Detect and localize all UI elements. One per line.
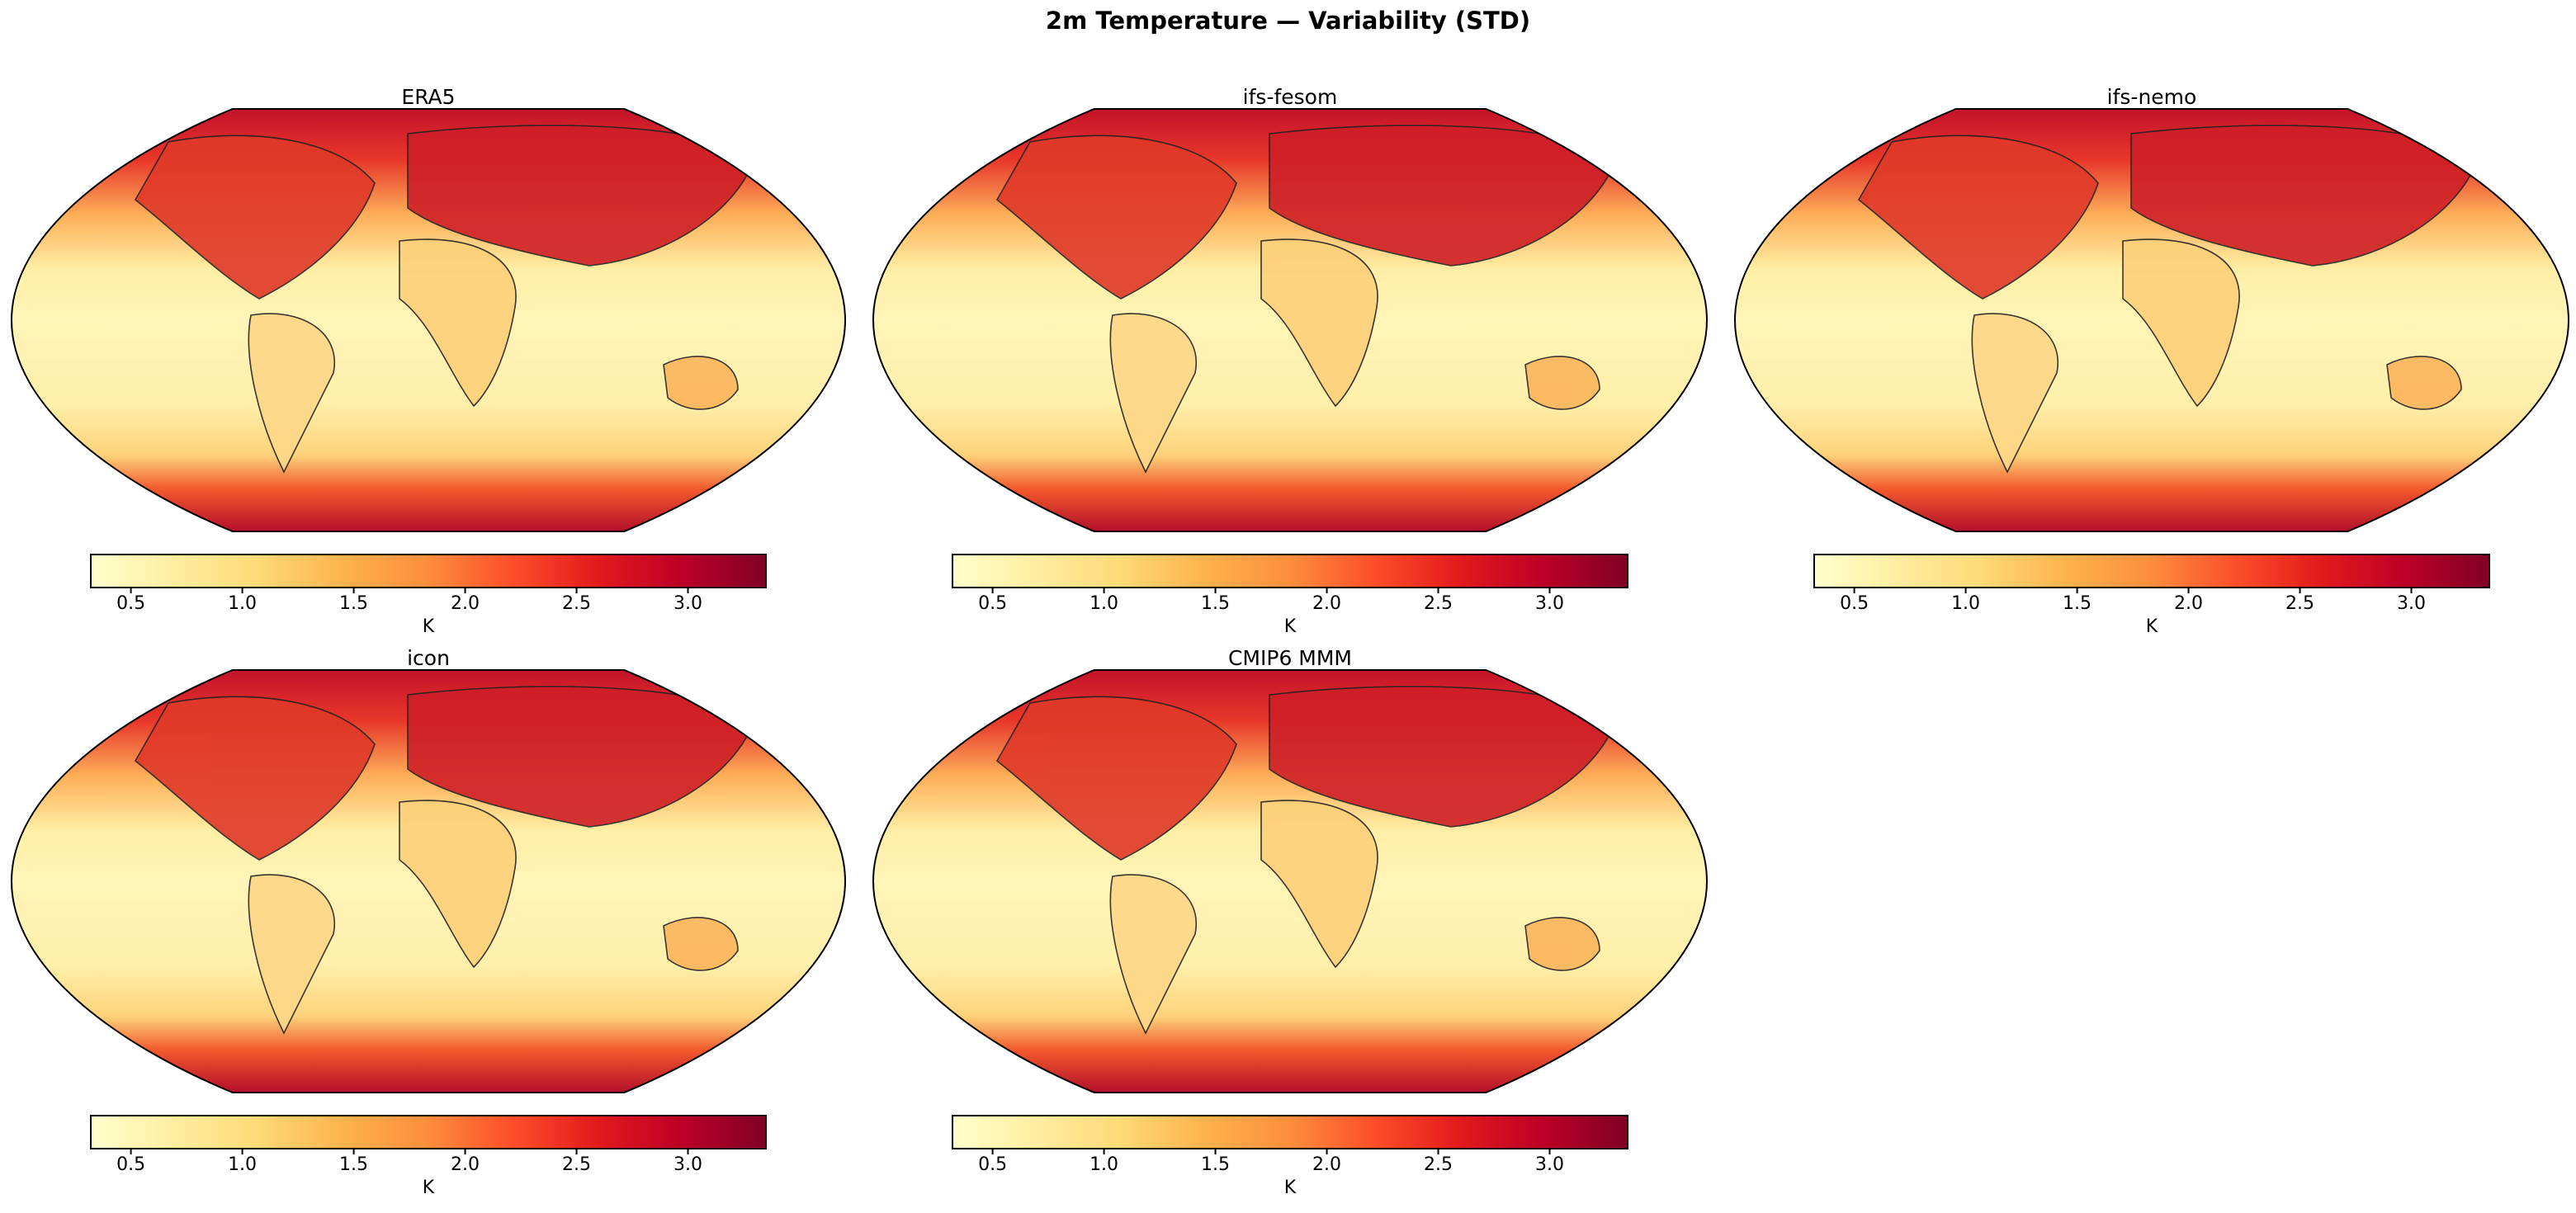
landmass-north-america xyxy=(995,135,1237,300)
landmass-australia xyxy=(1524,917,1600,971)
landmass-south-america xyxy=(1109,313,1198,474)
colorbar-tick-label: 2.0 xyxy=(451,593,480,614)
colorbar-tick-label: 0.5 xyxy=(116,1154,145,1175)
landmass-eurasia xyxy=(407,686,755,828)
landmass-australia xyxy=(663,917,739,971)
landmass-south-america xyxy=(248,313,336,474)
landmass-australia xyxy=(2386,356,2462,410)
colorbar-tick-label: 1.0 xyxy=(228,1154,257,1175)
landmass-australia xyxy=(1524,356,1600,410)
map-panel: ifs-fesom 0.5 1.0 1.5 2.0 2.5 3.0 K xyxy=(872,85,1709,637)
colorbar-label: K xyxy=(1284,1178,1297,1198)
landmass-africa xyxy=(1260,800,1378,969)
panel-title: ifs-fesom xyxy=(1243,85,1338,109)
colorbar-tick-label: 1.5 xyxy=(1201,1154,1230,1175)
colorbar-tick-label: 3.0 xyxy=(674,593,702,614)
map-panel: ifs-nemo 0.5 1.0 1.5 2.0 2.5 3.0 K xyxy=(1733,85,2570,637)
colorbar-tick-label: 3.0 xyxy=(1535,1154,1564,1175)
map-boundary xyxy=(10,108,847,532)
colorbar-label: K xyxy=(423,616,435,637)
landmass-eurasia xyxy=(407,125,755,267)
colorbar-tick-label: 1.0 xyxy=(228,593,257,614)
panel-title: CMIP6 MMM xyxy=(1228,646,1352,670)
landmass-africa xyxy=(2122,238,2240,408)
landmass-north-america xyxy=(1857,135,2099,300)
panel-title: ERA5 xyxy=(401,85,455,109)
colorbar-tick-label: 2.5 xyxy=(1424,1154,1453,1175)
figure-title: 2m Temperature — Variability (STD) xyxy=(1045,7,1531,35)
colorbar-tick-label: 1.5 xyxy=(1201,593,1230,614)
colorbar xyxy=(90,1115,767,1149)
colorbar-tick-label: 1.5 xyxy=(339,593,368,614)
colorbar-tick-label: 3.0 xyxy=(2397,593,2426,614)
map-panel: ERA5 0.5 1.0 1.5 2.0 2.5 3.0 K xyxy=(10,85,847,637)
colorbar-tick-label: 0.5 xyxy=(978,1154,1007,1175)
colorbar-tick-label: 1.5 xyxy=(339,1154,368,1175)
landmass-south-america xyxy=(248,874,336,1035)
landmass-africa xyxy=(399,800,517,969)
landmass-north-america xyxy=(134,696,376,861)
colorbar-tick-label: 2.0 xyxy=(2174,593,2203,614)
colorbar-tick-label: 2.5 xyxy=(562,1154,591,1175)
colorbar-tick-label: 1.0 xyxy=(1951,593,1980,614)
map-boundary xyxy=(10,669,847,1093)
landmass-south-america xyxy=(1109,874,1198,1035)
colorbar-tick-label: 2.5 xyxy=(1424,593,1453,614)
colorbar-tick-label: 1.0 xyxy=(1089,593,1118,614)
colorbar xyxy=(1813,554,2490,588)
colorbar-tick-label: 2.0 xyxy=(1312,1154,1341,1175)
colorbar-tick-label: 0.5 xyxy=(978,593,1007,614)
panel-title: ifs-nemo xyxy=(2107,85,2197,109)
landmass-eurasia xyxy=(2130,125,2479,267)
colorbar-label: K xyxy=(423,1178,435,1198)
colorbar xyxy=(952,554,1628,588)
colorbar xyxy=(90,554,767,588)
landmass-africa xyxy=(399,238,517,408)
map-panel: icon 0.5 1.0 1.5 2.0 2.5 3.0 K xyxy=(10,646,847,1198)
colorbar-tick-label: 2.0 xyxy=(1312,593,1341,614)
colorbar-label: K xyxy=(1284,616,1297,637)
colorbar-tick-label: 3.0 xyxy=(1535,593,1564,614)
landmass-eurasia xyxy=(1269,686,1617,828)
colorbar-tick-label: 3.0 xyxy=(674,1154,702,1175)
colorbar-tick-label: 2.5 xyxy=(2285,593,2314,614)
landmass-north-america xyxy=(134,135,376,300)
landmass-north-america xyxy=(995,696,1237,861)
map-boundary xyxy=(872,669,1709,1093)
colorbar-tick-label: 1.5 xyxy=(2063,593,2092,614)
map-boundary xyxy=(1733,108,2570,532)
map-boundary xyxy=(872,108,1709,532)
colorbar-tick-label: 0.5 xyxy=(1840,593,1869,614)
colorbar-tick-label: 2.5 xyxy=(562,593,591,614)
colorbar-tick-label: 2.0 xyxy=(451,1154,480,1175)
colorbar-label: K xyxy=(2146,616,2158,637)
landmass-south-america xyxy=(1971,313,2059,474)
colorbar-tick-label: 0.5 xyxy=(116,593,145,614)
map-panel: CMIP6 MMM 0.5 1.0 1.5 2.0 2.5 3.0 K xyxy=(872,646,1709,1198)
landmass-australia xyxy=(663,356,739,410)
colorbar-tick-label: 1.0 xyxy=(1089,1154,1118,1175)
landmass-africa xyxy=(1260,238,1378,408)
panel-title: icon xyxy=(407,646,450,670)
landmass-eurasia xyxy=(1269,125,1617,267)
colorbar xyxy=(952,1115,1628,1149)
